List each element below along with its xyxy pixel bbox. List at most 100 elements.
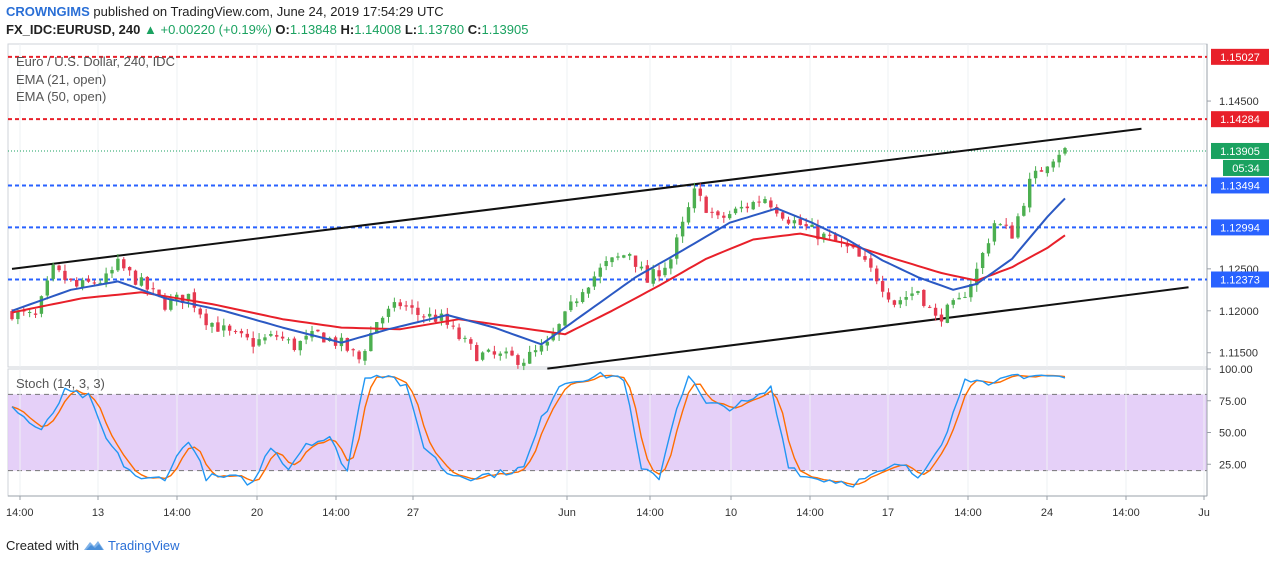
candle-body	[45, 280, 49, 296]
x-tick-label: 24	[1041, 507, 1053, 519]
candle-body	[427, 313, 432, 317]
candle-body	[892, 300, 897, 305]
candle-body	[957, 297, 961, 300]
candle-body	[239, 331, 244, 334]
current-price-tag: 1.13905	[1220, 146, 1260, 158]
open-label: O:	[275, 22, 290, 37]
candle-body	[263, 337, 267, 341]
candle-body	[1028, 178, 1032, 208]
tradingview-link[interactable]: TradingView	[108, 538, 180, 553]
candle-body	[780, 212, 785, 219]
candle-body	[704, 196, 708, 213]
candle-body	[133, 270, 138, 285]
stoch-y-tick-label: 75.00	[1219, 396, 1247, 408]
candle-body	[463, 337, 467, 339]
level-tag-bg	[1211, 219, 1269, 236]
candle-body	[804, 224, 808, 227]
candle-body	[1039, 170, 1044, 172]
candle-body	[357, 351, 361, 360]
candle-body	[222, 325, 226, 331]
candle-body	[151, 288, 155, 290]
candle-body	[757, 201, 761, 203]
candle-body	[939, 314, 944, 322]
high-label: H:	[340, 22, 355, 37]
level-tag-bg	[1211, 48, 1269, 65]
candle-body	[98, 282, 102, 284]
candle-body	[122, 259, 126, 269]
candle-body	[651, 269, 655, 284]
price-pane	[7, 43, 1208, 368]
x-tick-label: 14:00	[6, 507, 34, 519]
candle-body	[10, 311, 14, 320]
candle-body	[663, 267, 667, 276]
candle-body	[610, 257, 614, 263]
candle-body	[69, 278, 73, 281]
close-label: C:	[467, 22, 482, 37]
candle-body	[316, 329, 320, 332]
candle-body	[280, 336, 285, 339]
candle-body	[633, 255, 638, 267]
candle-body	[16, 310, 20, 320]
price-change: ▲ +0.00220 (+0.19%)	[144, 22, 272, 37]
candle-body	[475, 344, 479, 362]
candle-body	[286, 339, 291, 341]
candle-body	[563, 311, 567, 326]
candle-body	[269, 333, 273, 336]
candle-body	[245, 333, 250, 338]
candle-body	[927, 306, 932, 308]
candle-body	[516, 355, 520, 365]
publish-info: CROWNGIMS published on TradingView.com, …	[6, 4, 444, 19]
x-tick-label: 20	[251, 507, 263, 519]
candle-body	[116, 258, 120, 271]
stoch-y-tick-label: 100.00	[1219, 364, 1253, 376]
candle-body	[963, 296, 967, 298]
footer: Created with TradingView	[6, 538, 180, 553]
candle-body	[33, 313, 38, 315]
candle-body	[716, 211, 720, 216]
candle-body	[363, 351, 367, 361]
publisher-name[interactable]: CROWNGIMS	[6, 4, 90, 19]
candle-body	[292, 338, 297, 351]
candle-body	[110, 269, 114, 274]
candle-body	[51, 264, 55, 280]
candle-body	[945, 304, 950, 323]
candle-body	[875, 268, 879, 282]
x-tick-label: 14:00	[163, 507, 191, 519]
stoch-k-line	[11, 371, 1066, 488]
trend-line	[11, 127, 1142, 270]
candle-body	[933, 307, 938, 316]
candle-body	[504, 351, 508, 354]
countdown-label: 05:34	[1232, 163, 1260, 175]
candle-body	[216, 322, 220, 332]
candle-body	[445, 313, 450, 325]
candle-body	[680, 221, 685, 237]
x-tick-label: 10	[725, 507, 737, 519]
level-tag: 1.13494	[1220, 180, 1260, 192]
candle-body	[1010, 225, 1014, 239]
candle-body	[145, 276, 150, 290]
candle-body	[398, 302, 402, 307]
y-tick-label: 1.12000	[1219, 306, 1259, 318]
candle-body	[975, 268, 979, 286]
candle-body	[539, 345, 544, 352]
candle-body	[345, 337, 350, 351]
symbol-name: FX_IDC:EURUSD, 240	[6, 22, 141, 37]
candle-body	[992, 223, 997, 242]
ema50-line	[11, 232, 1066, 336]
candle-body	[380, 317, 385, 324]
candle-body	[169, 298, 173, 310]
candle-body	[722, 215, 726, 218]
candle-body	[669, 259, 673, 269]
y-tick-label: 1.14500	[1219, 96, 1259, 108]
candle-body	[251, 338, 255, 347]
x-tick-label: Ju	[1198, 507, 1210, 519]
candle-body	[1004, 224, 1008, 226]
candle-body	[480, 352, 485, 360]
x-tick-label: 14:00	[322, 507, 350, 519]
candle-body	[786, 219, 791, 224]
candle-body	[845, 244, 850, 247]
candle-body	[257, 339, 261, 346]
candle-body	[75, 279, 79, 287]
candle-body	[192, 292, 197, 308]
